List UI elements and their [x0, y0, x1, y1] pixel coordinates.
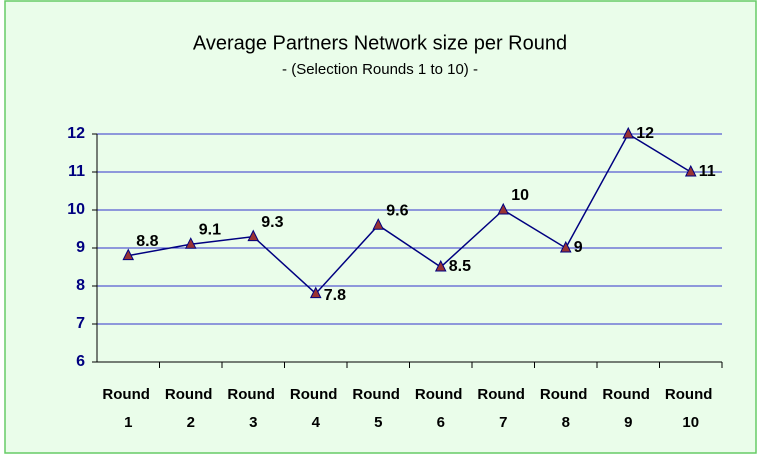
data-label: 10: [511, 187, 529, 204]
data-point: [122, 248, 135, 261]
data-label: 8.8: [136, 233, 158, 250]
y-tick-label: 11: [68, 163, 85, 180]
data-line: [128, 132, 692, 295]
data-label: 9: [574, 239, 583, 256]
data-label: 11: [699, 163, 716, 180]
data-label: 12: [636, 125, 654, 142]
data-label: 9.3: [261, 214, 283, 231]
data-point: [309, 286, 322, 299]
y-tick-label: 12: [67, 125, 85, 142]
x-tick-label: Round 2: [165, 386, 217, 431]
x-tick-label: Round 4: [290, 386, 342, 431]
data-point: [622, 126, 635, 139]
data-point: [372, 218, 385, 230]
y-tick-label: 6: [76, 353, 85, 370]
x-tick-label: Round 1: [102, 386, 154, 431]
data-label: 8.5: [449, 258, 471, 275]
x-tick-label: Round 6: [415, 386, 467, 431]
chart-subtitle: - (Selection Rounds 1 to 10) -: [282, 61, 478, 78]
x-tick-label: Round 5: [352, 386, 404, 431]
y-tick-label: 8: [76, 277, 85, 294]
data-point: [559, 240, 572, 253]
chart-title: Average Partners Network size per Round: [193, 32, 567, 54]
x-tick-label: Round 7: [477, 386, 529, 431]
x-tick-label: Round 8: [540, 386, 592, 431]
x-tick-label: Round 3: [227, 386, 279, 431]
data-label: 7.8: [324, 287, 346, 304]
data-point: [684, 164, 697, 177]
x-tick-label: Round 10: [665, 386, 717, 431]
data-point: [184, 237, 197, 249]
data-point: [247, 229, 260, 242]
y-tick-label: 9: [76, 239, 85, 256]
y-tick-label: 10: [67, 201, 85, 218]
data-label: 9.6: [386, 202, 408, 219]
data-point: [434, 259, 447, 272]
data-point: [497, 202, 510, 215]
y-tick-label: 7: [76, 315, 85, 332]
data-label: 9.1: [199, 221, 221, 238]
x-tick-label: Round 9: [602, 386, 654, 431]
